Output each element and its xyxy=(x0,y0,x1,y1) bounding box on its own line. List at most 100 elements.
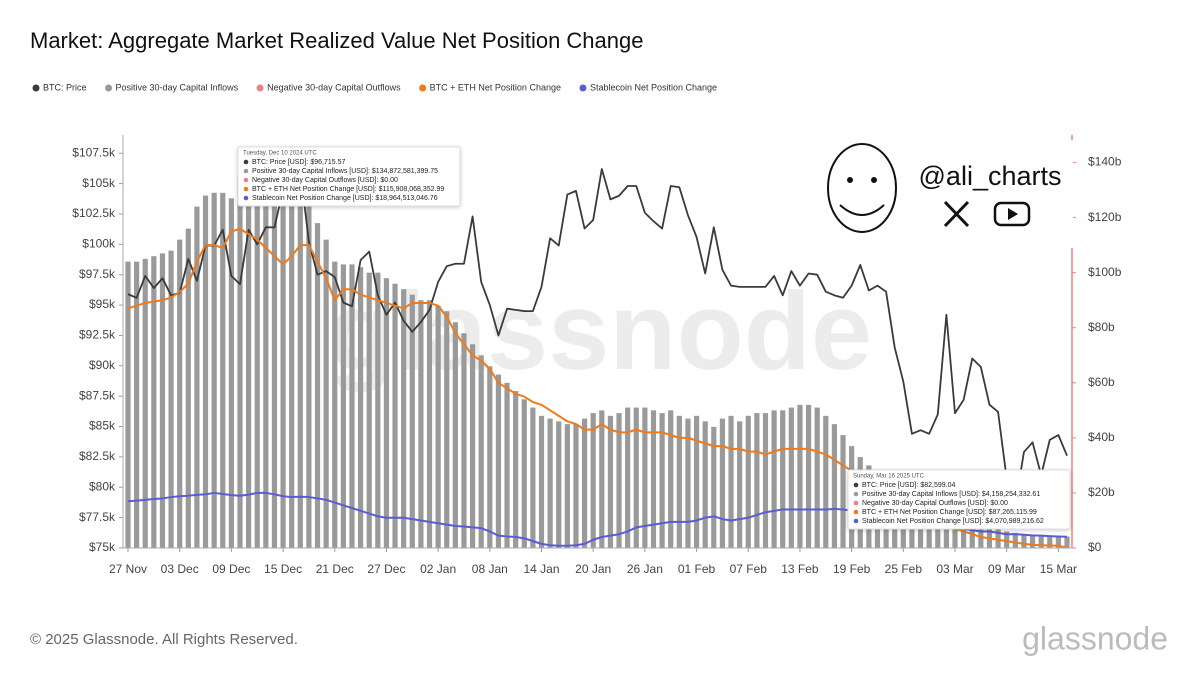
bar xyxy=(607,415,614,548)
tooltip-marker xyxy=(853,509,859,515)
bar xyxy=(418,300,424,548)
bar xyxy=(461,333,467,548)
bar xyxy=(745,415,751,548)
y2-tick-label: $0 xyxy=(1088,540,1102,554)
tooltip-title: Sunday, Mar 16 2025 UTC xyxy=(853,474,925,480)
y2-tick-label: $140b xyxy=(1088,155,1122,169)
y-tick-label: $80k xyxy=(89,479,116,493)
bar xyxy=(788,407,794,548)
x-tick-label: 01 Feb xyxy=(678,562,716,576)
y-tick-label: $77.5k xyxy=(79,510,116,524)
bar xyxy=(952,514,958,548)
bar xyxy=(616,413,622,548)
x-tick-label: 08 Jan xyxy=(472,562,508,576)
bar xyxy=(366,272,372,548)
tooltip: Tuesday, Dec 10 2024 UTC BTC: Price [USD]… xyxy=(237,146,461,207)
chart-title: Market: Aggregate Market Realized Value … xyxy=(30,28,644,53)
tooltip-marker xyxy=(243,177,249,183)
bar xyxy=(297,179,303,548)
bar xyxy=(444,311,450,548)
tooltip-line: Negative 30-day Capital Outflows [USD]: … xyxy=(862,500,1008,507)
bar xyxy=(693,415,700,548)
youtube-icon xyxy=(1008,208,1018,220)
bar xyxy=(521,399,527,548)
y-tick-label: $90k xyxy=(89,358,116,372)
bar xyxy=(254,187,260,548)
bar xyxy=(383,278,390,548)
bar xyxy=(590,413,596,548)
y-tick-label: $105k xyxy=(82,176,116,190)
tooltip-line: Stablecoin Net Position Change [USD]: $4… xyxy=(862,518,1044,525)
tooltip-line: Stablecoin Net Position Change [USD]: $1… xyxy=(252,195,438,202)
y2-tick-label: $20b xyxy=(1088,485,1115,499)
bar xyxy=(564,424,570,548)
bar xyxy=(573,424,579,548)
y2-tick-label: $100b xyxy=(1088,265,1122,279)
x-icon xyxy=(943,200,970,228)
bar xyxy=(1038,535,1044,548)
x-tick-label: 27 Nov xyxy=(109,562,147,576)
face-icon xyxy=(847,177,853,183)
x-tick-label: 26 Jan xyxy=(627,562,663,576)
bar xyxy=(246,184,252,548)
bar xyxy=(168,250,174,548)
tooltip-box xyxy=(237,146,461,207)
bar xyxy=(625,407,631,548)
tooltip-marker xyxy=(853,491,859,497)
bar xyxy=(263,184,269,548)
x-tick-label: 07 Feb xyxy=(730,562,768,576)
tooltip-line: BTC + ETH Net Position Change [USD]: $87… xyxy=(862,509,1037,516)
y-tick-label: $100k xyxy=(82,236,116,250)
tooltip: Sunday, Mar 16 2025 UTC BTC: Price [USD]:… xyxy=(847,469,1071,530)
bar xyxy=(1047,536,1053,548)
bar xyxy=(676,415,682,548)
y-tick-label: $95k xyxy=(89,297,116,311)
tooltips: Tuesday, Dec 10 2024 UTC BTC: Price [USD]… xyxy=(237,146,1071,530)
tooltip-line: BTC: Price [USD]: $82,599.04 xyxy=(862,482,955,489)
y2-tick-label: $40b xyxy=(1088,430,1115,444)
bar xyxy=(659,413,665,548)
bar xyxy=(831,424,838,548)
bar xyxy=(237,176,243,548)
bar xyxy=(271,181,278,548)
legend-marker xyxy=(579,84,587,92)
tooltip-line: Positive 30-day Capital Inflows [USD]: $… xyxy=(862,491,1040,498)
x-tick-label: 09 Mar xyxy=(988,562,1025,576)
x-tick-label: 02 Jan xyxy=(420,562,456,576)
bar xyxy=(581,418,588,548)
bar xyxy=(1021,534,1027,548)
bar xyxy=(547,418,553,548)
bar xyxy=(633,407,639,548)
footer: © 2025 Glassnode. All Rights Reserved. xyxy=(30,631,298,648)
bar xyxy=(211,192,217,548)
bar xyxy=(220,192,226,548)
bar xyxy=(702,421,708,548)
bar xyxy=(771,410,777,548)
bar xyxy=(737,421,743,548)
x-tick-label: 19 Feb xyxy=(833,562,871,576)
bar xyxy=(599,410,605,548)
legend-label: BTC: Price xyxy=(43,82,87,92)
bar xyxy=(556,421,562,548)
bar xyxy=(142,258,148,548)
legend-label: BTC + ETH Net Position Change xyxy=(430,82,561,92)
bar xyxy=(1064,536,1070,548)
bar xyxy=(711,426,717,548)
bar xyxy=(289,176,295,549)
bar xyxy=(668,410,674,548)
bar xyxy=(340,264,346,548)
x-tick-label: 21 Dec xyxy=(316,562,354,576)
face-icon xyxy=(839,204,885,216)
bar xyxy=(134,261,140,548)
y2-tick-label: $120b xyxy=(1088,210,1122,224)
bar xyxy=(495,374,502,548)
legend-marker xyxy=(32,84,40,92)
legend-label: Negative 30-day Capital Outflows xyxy=(267,82,401,92)
bar xyxy=(754,413,760,548)
tooltip-line: BTC: Price [USD]: $96,715.57 xyxy=(252,159,345,166)
bar xyxy=(151,256,157,548)
bar xyxy=(202,195,209,548)
bar xyxy=(538,415,545,548)
x-tick-label: 25 Feb xyxy=(885,562,923,576)
y-tick-label: $107.5k xyxy=(72,145,116,159)
